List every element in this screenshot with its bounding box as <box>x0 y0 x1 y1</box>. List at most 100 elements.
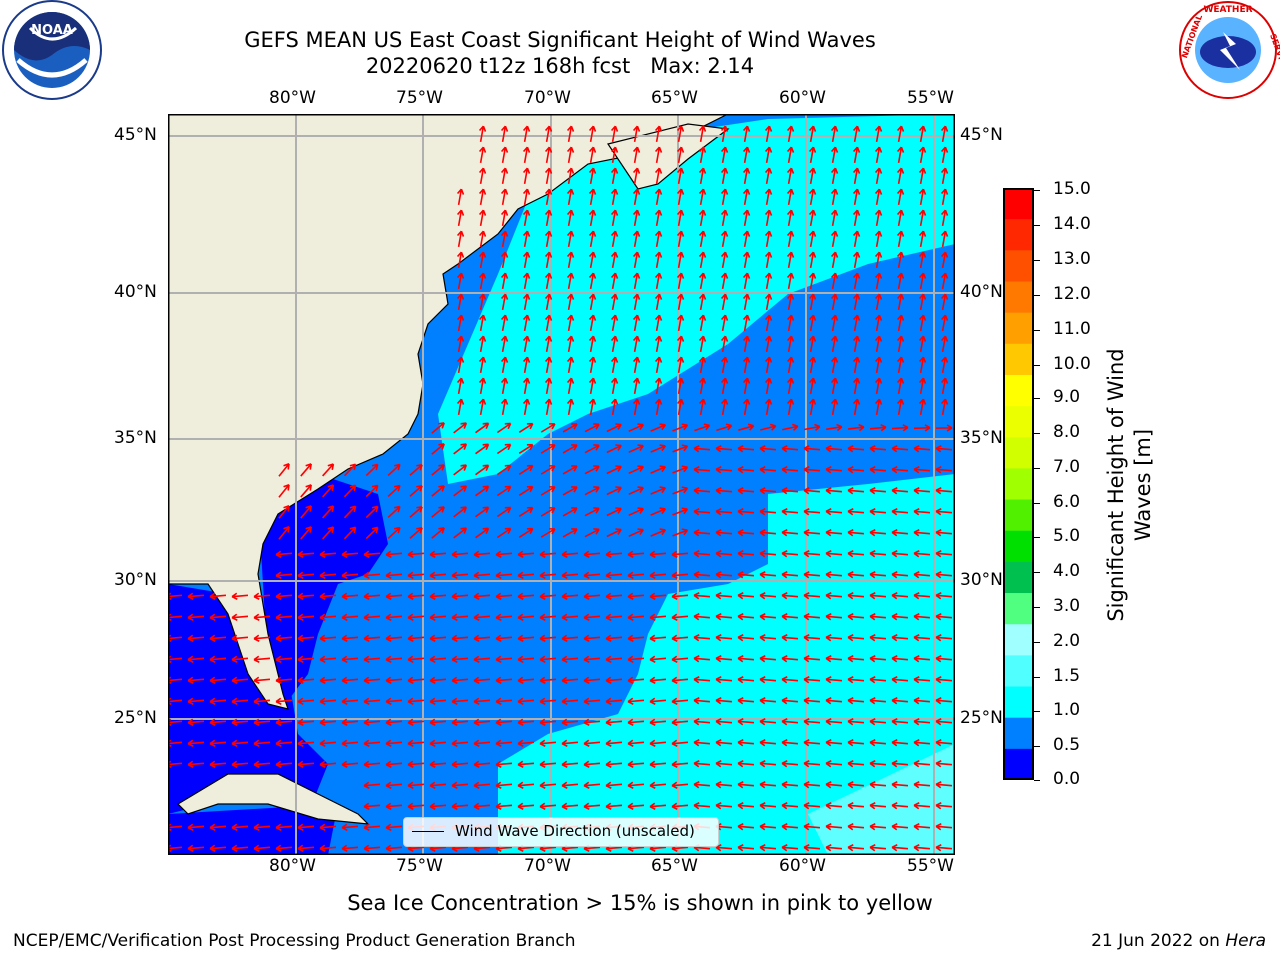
wind-wave-arrow <box>830 188 839 206</box>
wind-wave-arrow <box>896 125 905 143</box>
wind-wave-arrow <box>605 760 623 768</box>
wind-wave-arrow <box>610 335 619 353</box>
wind-wave-arrow <box>720 335 729 353</box>
wind-wave-arrow <box>913 571 931 579</box>
wind-wave-arrow <box>654 188 663 206</box>
wind-wave-arrow <box>720 209 729 227</box>
wind-wave-arrow <box>764 125 773 143</box>
colorbar-segment <box>1003 499 1034 532</box>
wind-wave-arrow <box>786 398 795 416</box>
wind-wave-arrow <box>918 314 927 332</box>
wind-wave-arrow <box>742 272 751 290</box>
wind-wave-arrow <box>561 760 579 768</box>
wind-wave-arrow <box>319 718 337 726</box>
wind-wave-arrow <box>583 697 601 705</box>
wind-wave-arrow <box>913 550 931 558</box>
wind-wave-arrow <box>231 613 249 621</box>
wind-wave-arrow <box>627 676 645 684</box>
wind-wave-arrow <box>759 802 777 810</box>
colorbar-segment <box>1003 624 1034 656</box>
wind-wave-arrow <box>231 697 249 705</box>
wind-wave-arrow <box>896 209 905 227</box>
wind-wave-arrow <box>781 802 799 810</box>
wind-wave-arrow <box>847 844 865 852</box>
colorbar-segment <box>1003 281 1034 314</box>
wind-wave-arrow <box>566 188 575 206</box>
wind-wave-arrow <box>500 314 509 332</box>
wind-wave-arrow <box>319 676 337 684</box>
wind-wave-arrow <box>473 760 491 768</box>
colorbar-segment <box>1003 468 1034 501</box>
wind-wave-arrow <box>473 592 491 600</box>
wind-wave-arrow <box>363 634 381 642</box>
wind-wave-arrow <box>935 424 953 432</box>
wind-wave-arrow <box>478 335 487 353</box>
wind-wave-arrow <box>803 697 821 705</box>
wind-wave-arrow <box>632 377 641 395</box>
wind-wave-arrow <box>500 356 509 374</box>
wind-wave-arrow <box>672 486 689 495</box>
wind-wave-arrow <box>253 844 271 852</box>
wind-wave-arrow <box>891 823 909 831</box>
wind-wave-arrow <box>698 356 707 374</box>
wind-wave-arrow <box>566 251 575 269</box>
wind-wave-arrow <box>891 571 909 579</box>
wind-wave-arrow <box>742 314 751 332</box>
wind-wave-arrow <box>698 398 707 416</box>
wind-wave-arrow <box>918 335 927 353</box>
colorbar-tick-mark <box>1034 190 1040 191</box>
wind-wave-arrow <box>561 697 579 705</box>
wind-wave-arrow <box>913 529 931 537</box>
wind-wave-arrow <box>407 613 425 621</box>
wind-wave-arrow <box>913 508 931 516</box>
wind-wave-arrow <box>627 697 645 705</box>
wind-wave-arrow <box>495 802 513 810</box>
wind-wave-arrow <box>918 251 927 269</box>
wind-wave-arrow <box>891 739 909 747</box>
wind-wave-arrow <box>808 398 817 416</box>
wind-wave-arrow <box>456 209 465 227</box>
wind-wave-arrow <box>671 697 689 705</box>
colorbar-segment <box>1003 561 1034 594</box>
wind-wave-arrow <box>606 465 622 475</box>
wind-wave-arrow <box>473 613 491 621</box>
wind-wave-arrow <box>496 464 512 476</box>
wind-wave-arrow <box>715 466 733 474</box>
ocean-band-high-north <box>438 114 955 484</box>
wind-wave-arrow <box>341 697 359 705</box>
wind-wave-arrow <box>187 676 205 684</box>
wind-wave-arrow <box>720 398 729 416</box>
wind-wave-arrow <box>803 613 821 621</box>
wind-wave-arrow <box>429 550 447 558</box>
wind-wave-arrow <box>606 507 622 517</box>
colorbar-tick-label: 9.0 <box>1053 387 1081 407</box>
wind-wave-arrow <box>693 571 711 579</box>
wind-wave-arrow <box>737 466 755 474</box>
wind-wave-arrow <box>385 592 403 600</box>
colorbar-tick-mark <box>1034 503 1040 504</box>
wind-wave-arrow <box>786 314 795 332</box>
wind-wave-arrow <box>847 613 865 621</box>
wind-wave-arrow <box>495 634 513 642</box>
wind-wave-arrow <box>715 634 733 642</box>
wind-wave-arrow <box>786 209 795 227</box>
wind-wave-arrow <box>583 676 601 684</box>
wind-wave-arrow <box>253 739 271 747</box>
wind-wave-arrow <box>632 251 641 269</box>
wind-wave-arrow <box>759 676 777 684</box>
wind-wave-arrow <box>588 167 597 185</box>
wind-wave-arrow <box>363 823 381 831</box>
wind-wave-arrow <box>297 676 315 684</box>
wind-wave-arrow <box>385 550 403 558</box>
colorbar <box>1003 188 1034 780</box>
wind-wave-arrow <box>562 507 578 517</box>
wind-wave-arrow <box>500 293 509 311</box>
wind-wave-arrow <box>891 508 909 516</box>
wind-wave-arrow <box>737 781 755 789</box>
wind-wave-arrow <box>847 487 865 495</box>
wind-wave-arrow <box>786 146 795 164</box>
wind-wave-arrow <box>737 739 755 747</box>
wind-wave-arrow <box>913 739 931 747</box>
wind-wave-arrow <box>566 146 575 164</box>
wind-wave-arrow <box>522 314 531 332</box>
